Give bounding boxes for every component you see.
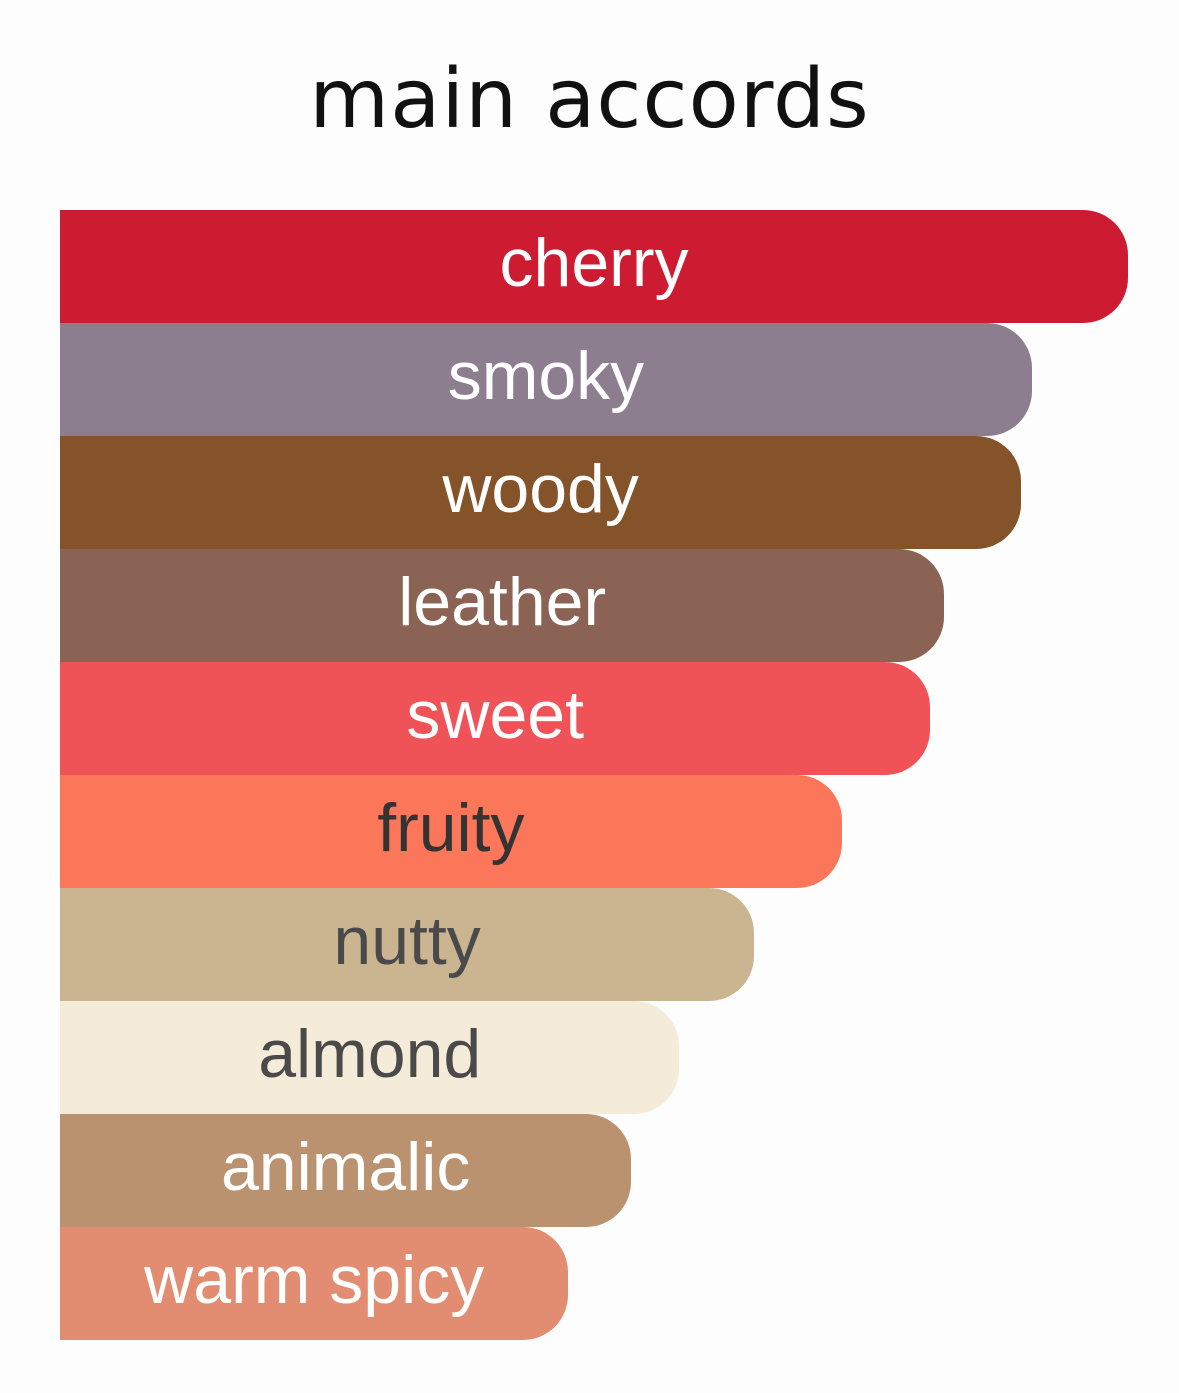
accord-bar-warm-spicy: warm spicy	[60, 1227, 569, 1340]
accord-bar-animalic: animalic	[60, 1114, 632, 1227]
accord-label: sweet	[406, 676, 585, 753]
accord-label: almond	[258, 1015, 482, 1092]
accord-bar-smoky: smoky	[60, 323, 1032, 436]
accord-bars: cherry smoky woody leather sweet fruity nutty a…	[60, 210, 1128, 1340]
accord-bar-sweet: sweet	[60, 662, 931, 775]
accord-bar-woody: woody	[60, 436, 1022, 549]
accord-bar-cherry: cherry	[60, 210, 1128, 323]
accord-label: fruity	[377, 789, 525, 866]
accord-label: warm spicy	[144, 1241, 485, 1318]
accord-label: leather	[398, 563, 607, 640]
accord-label: nutty	[333, 902, 481, 979]
chart-title: main accords	[309, 52, 870, 147]
accord-label: smoky	[447, 337, 645, 414]
accord-bar-almond: almond	[60, 1001, 680, 1114]
accord-bar-nutty: nutty	[60, 888, 755, 1001]
accord-label: animalic	[220, 1128, 471, 1205]
accord-label: woody	[442, 450, 639, 527]
accord-bar-fruity: fruity	[60, 775, 842, 888]
accord-bar-leather: leather	[60, 549, 945, 662]
accord-label: cherry	[499, 224, 689, 301]
